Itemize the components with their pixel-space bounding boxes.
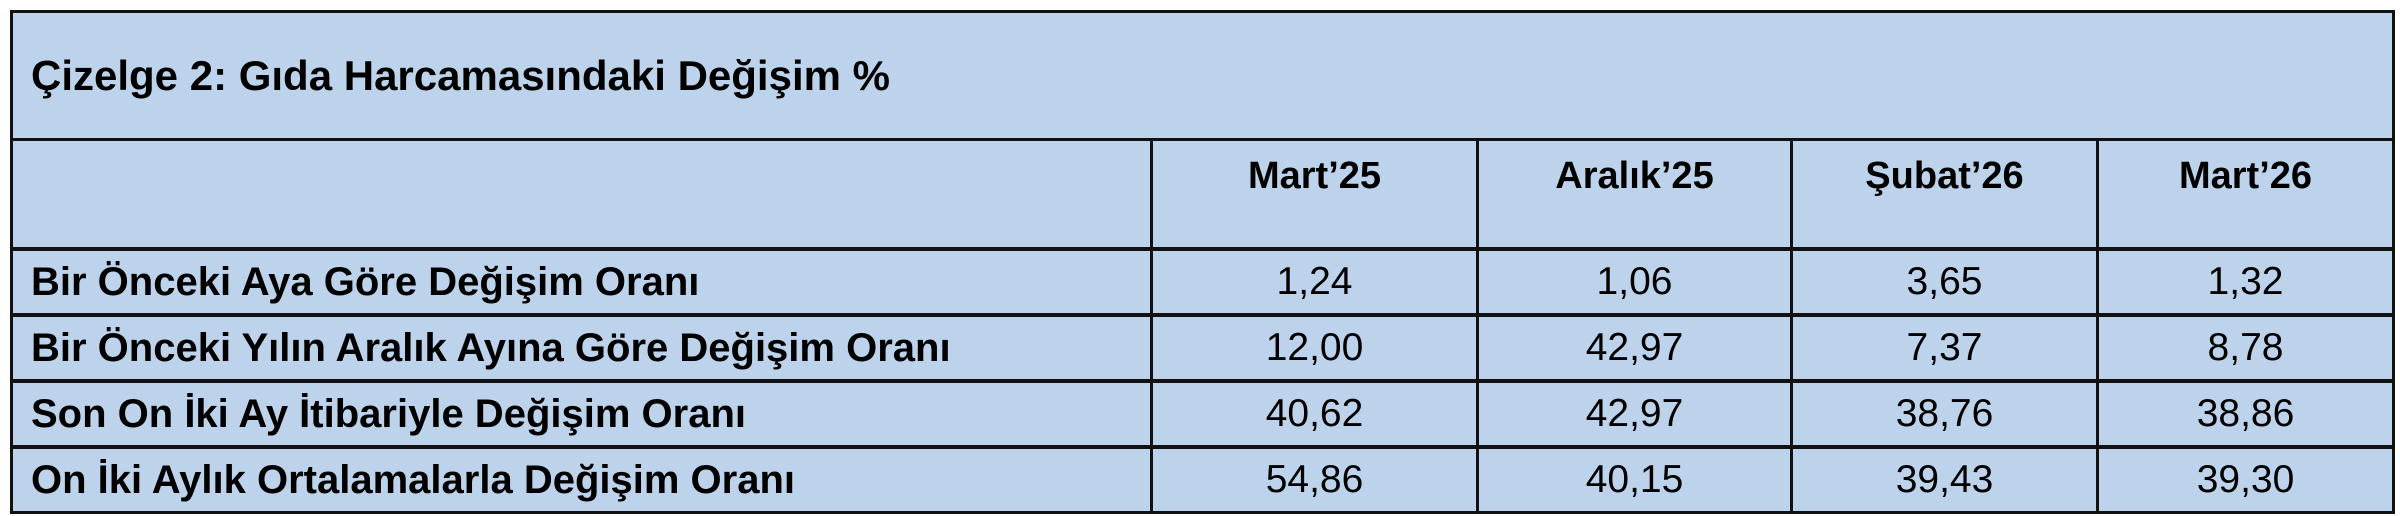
- table-cell: 42,97: [1476, 313, 1793, 383]
- column-header: Mart’25: [1150, 138, 1479, 251]
- table-cell: 42,97: [1476, 379, 1793, 449]
- column-header: Şubat’26: [1790, 138, 2099, 251]
- food-spending-change-table: Çizelge 2: Gıda Harcamasındaki Değişim %…: [10, 10, 2395, 514]
- table-title: Çizelge 2: Gıda Harcamasındaki Değişim %: [10, 10, 2395, 141]
- table-cell: 40,15: [1476, 445, 1793, 514]
- table-row: Bir Önceki Yılın Aralık Ayına Göre Değiş…: [10, 313, 2395, 383]
- table-cell: 39,43: [1790, 445, 2099, 514]
- table-cell: 3,65: [1790, 247, 2099, 317]
- column-header: Mart’26: [2096, 138, 2395, 251]
- row-label: On İki Aylık Ortalamalarla Değişim Oranı: [10, 445, 1153, 514]
- table-row: Bir Önceki Aya Göre Değişim Oranı 1,24 1…: [10, 247, 2395, 317]
- table-cell: 8,78: [2096, 313, 2395, 383]
- table-cell: 1,24: [1150, 247, 1479, 317]
- header-row: Mart’25 Aralık’25 Şubat’26 Mart’26: [10, 138, 2395, 251]
- table-cell: 38,76: [1790, 379, 2099, 449]
- table-cell: 12,00: [1150, 313, 1479, 383]
- row-label: Bir Önceki Aya Göre Değişim Oranı: [10, 247, 1153, 317]
- table-cell: 39,30: [2096, 445, 2395, 514]
- row-label: Bir Önceki Yılın Aralık Ayına Göre Değiş…: [10, 313, 1153, 383]
- table-cell: 1,06: [1476, 247, 1793, 317]
- table-row: Son On İki Ay İtibariyle Değişim Oranı 4…: [10, 379, 2395, 449]
- table-cell: 54,86: [1150, 445, 1479, 514]
- table-cell: 38,86: [2096, 379, 2395, 449]
- table-cell: 1,32: [2096, 247, 2395, 317]
- table-cell: 40,62: [1150, 379, 1479, 449]
- row-label: Son On İki Ay İtibariyle Değişim Oranı: [10, 379, 1153, 449]
- column-header-empty: [10, 138, 1153, 251]
- column-header: Aralık’25: [1476, 138, 1793, 251]
- table-row: On İki Aylık Ortalamalarla Değişim Oranı…: [10, 445, 2395, 514]
- table-cell: 7,37: [1790, 313, 2099, 383]
